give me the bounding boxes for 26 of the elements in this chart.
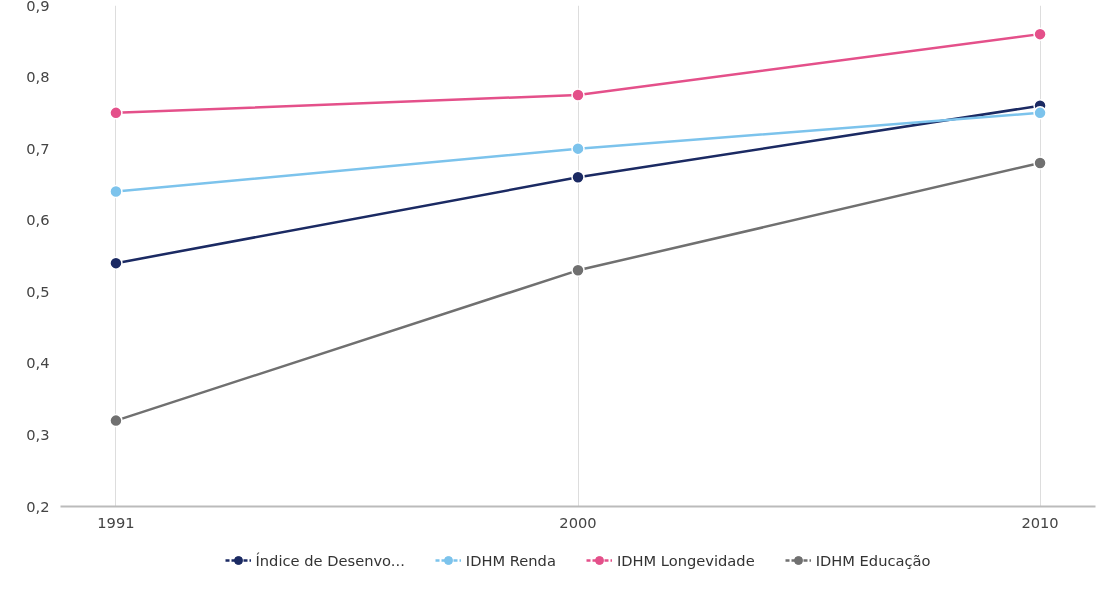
point <box>109 256 123 270</box>
y-tick-label: 0,6 <box>26 211 50 229</box>
y-tick-label: 0,8 <box>26 68 50 86</box>
y-tick-label: 0,7 <box>26 139 50 157</box>
legend-label: IDHM Renda <box>465 550 556 570</box>
y-tick-label: 0,3 <box>26 425 50 443</box>
legend-label: IDHM Longevidade <box>616 550 755 570</box>
point <box>109 413 123 428</box>
y-tick-label: 0,5 <box>26 282 50 300</box>
x-tick-label: 2000 <box>559 513 597 531</box>
y-tick-label: 0,9 <box>26 0 50 14</box>
y-tick-label: 0,2 <box>26 497 50 515</box>
legend-label: Índice de Desenvo... <box>255 550 405 570</box>
point <box>109 106 123 120</box>
point <box>571 263 585 278</box>
x-tick-label: 1991 <box>97 513 135 531</box>
point <box>571 141 585 156</box>
point <box>571 170 585 185</box>
legend-label: IDHM Educação <box>815 550 931 570</box>
x-tick-label: 2010 <box>1021 513 1059 531</box>
point <box>1033 106 1047 120</box>
point <box>109 184 123 199</box>
point <box>1033 27 1047 41</box>
point <box>571 88 585 102</box>
y-tick-label: 0,4 <box>26 354 50 372</box>
point <box>1033 156 1047 170</box>
